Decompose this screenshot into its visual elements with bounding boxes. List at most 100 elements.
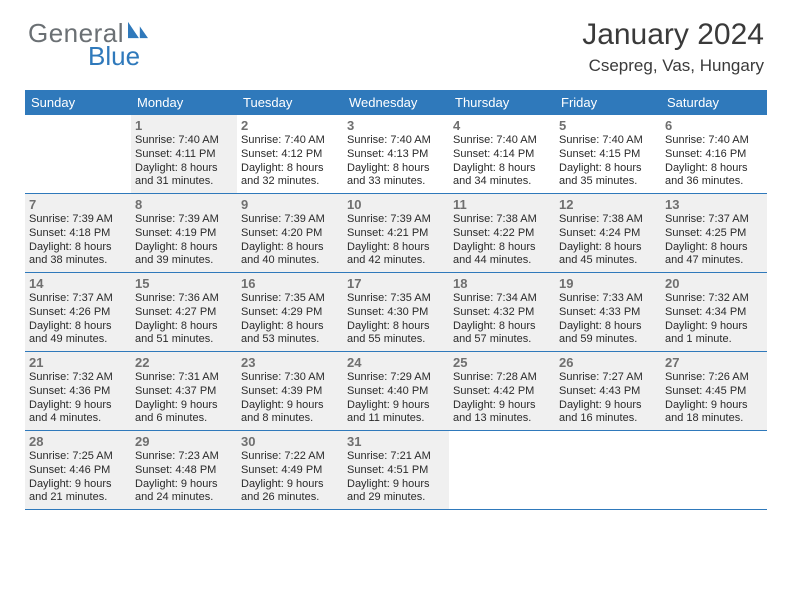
- daylight2-text: and 53 minutes.: [241, 333, 339, 347]
- daylight1-text: Daylight: 9 hours: [241, 478, 339, 492]
- sunset-text: Sunset: 4:43 PM: [559, 385, 657, 399]
- week-row: 14Sunrise: 7:37 AMSunset: 4:26 PMDayligh…: [25, 273, 767, 352]
- daylight1-text: Daylight: 9 hours: [135, 399, 233, 413]
- day-number: 8: [135, 197, 233, 212]
- calendar-cell: 12Sunrise: 7:38 AMSunset: 4:24 PMDayligh…: [555, 194, 661, 272]
- day-number: 25: [453, 355, 551, 370]
- calendar-cell: [25, 115, 131, 193]
- day-number: 24: [347, 355, 445, 370]
- daylight1-text: Daylight: 9 hours: [665, 399, 763, 413]
- sunrise-text: Sunrise: 7:28 AM: [453, 371, 551, 385]
- calendar-cell: 5Sunrise: 7:40 AMSunset: 4:15 PMDaylight…: [555, 115, 661, 193]
- sunrise-text: Sunrise: 7:37 AM: [29, 292, 127, 306]
- location-text: Csepreg, Vas, Hungary: [582, 56, 764, 76]
- sunrise-text: Sunrise: 7:40 AM: [347, 134, 445, 148]
- day-number: 15: [135, 276, 233, 291]
- day-header: Tuesday: [237, 90, 343, 115]
- title-block: January 2024 Csepreg, Vas, Hungary: [582, 18, 764, 76]
- daylight1-text: Daylight: 9 hours: [665, 320, 763, 334]
- daylight2-text: and 36 minutes.: [665, 175, 763, 189]
- daylight2-text: and 39 minutes.: [135, 254, 233, 268]
- calendar-cell: 18Sunrise: 7:34 AMSunset: 4:32 PMDayligh…: [449, 273, 555, 351]
- daylight1-text: Daylight: 8 hours: [665, 162, 763, 176]
- day-number: 22: [135, 355, 233, 370]
- day-number: 28: [29, 434, 127, 449]
- daylight1-text: Daylight: 8 hours: [29, 320, 127, 334]
- daylight2-text: and 18 minutes.: [665, 412, 763, 426]
- sunset-text: Sunset: 4:40 PM: [347, 385, 445, 399]
- calendar-cell: [449, 431, 555, 509]
- day-number: 10: [347, 197, 445, 212]
- sunset-text: Sunset: 4:13 PM: [347, 148, 445, 162]
- week-row: 21Sunrise: 7:32 AMSunset: 4:36 PMDayligh…: [25, 352, 767, 431]
- daylight2-text: and 34 minutes.: [453, 175, 551, 189]
- sunrise-text: Sunrise: 7:32 AM: [29, 371, 127, 385]
- calendar-cell: 14Sunrise: 7:37 AMSunset: 4:26 PMDayligh…: [25, 273, 131, 351]
- daylight2-text: and 21 minutes.: [29, 491, 127, 505]
- sunrise-text: Sunrise: 7:31 AM: [135, 371, 233, 385]
- sunrise-text: Sunrise: 7:38 AM: [453, 213, 551, 227]
- sunset-text: Sunset: 4:19 PM: [135, 227, 233, 241]
- daylight1-text: Daylight: 8 hours: [559, 320, 657, 334]
- sunset-text: Sunset: 4:21 PM: [347, 227, 445, 241]
- daylight2-text: and 11 minutes.: [347, 412, 445, 426]
- daylight1-text: Daylight: 8 hours: [29, 241, 127, 255]
- page-header: GeneralBlue January 2024 Csepreg, Vas, H…: [0, 0, 792, 84]
- sunset-text: Sunset: 4:33 PM: [559, 306, 657, 320]
- logo: GeneralBlue: [28, 18, 150, 72]
- sunrise-text: Sunrise: 7:39 AM: [347, 213, 445, 227]
- daylight1-text: Daylight: 8 hours: [453, 162, 551, 176]
- sunrise-text: Sunrise: 7:39 AM: [135, 213, 233, 227]
- calendar-cell: 13Sunrise: 7:37 AMSunset: 4:25 PMDayligh…: [661, 194, 767, 272]
- sunset-text: Sunset: 4:20 PM: [241, 227, 339, 241]
- sunset-text: Sunset: 4:16 PM: [665, 148, 763, 162]
- sunrise-text: Sunrise: 7:40 AM: [135, 134, 233, 148]
- day-number: 23: [241, 355, 339, 370]
- daylight1-text: Daylight: 9 hours: [347, 399, 445, 413]
- day-number: 20: [665, 276, 763, 291]
- calendar-cell: 20Sunrise: 7:32 AMSunset: 4:34 PMDayligh…: [661, 273, 767, 351]
- sunset-text: Sunset: 4:12 PM: [241, 148, 339, 162]
- sunrise-text: Sunrise: 7:30 AM: [241, 371, 339, 385]
- sunrise-text: Sunrise: 7:27 AM: [559, 371, 657, 385]
- daylight1-text: Daylight: 8 hours: [453, 320, 551, 334]
- daylight2-text: and 6 minutes.: [135, 412, 233, 426]
- day-number: 18: [453, 276, 551, 291]
- day-header: Wednesday: [343, 90, 449, 115]
- sunrise-text: Sunrise: 7:40 AM: [559, 134, 657, 148]
- sunset-text: Sunset: 4:27 PM: [135, 306, 233, 320]
- day-number: 30: [241, 434, 339, 449]
- day-header: Monday: [131, 90, 237, 115]
- calendar: SundayMondayTuesdayWednesdayThursdayFrid…: [25, 90, 767, 510]
- calendar-cell: 28Sunrise: 7:25 AMSunset: 4:46 PMDayligh…: [25, 431, 131, 509]
- calendar-cell: 22Sunrise: 7:31 AMSunset: 4:37 PMDayligh…: [131, 352, 237, 430]
- sunset-text: Sunset: 4:51 PM: [347, 464, 445, 478]
- daylight2-text: and 16 minutes.: [559, 412, 657, 426]
- day-number: 21: [29, 355, 127, 370]
- calendar-cell: 10Sunrise: 7:39 AMSunset: 4:21 PMDayligh…: [343, 194, 449, 272]
- calendar-cell: 11Sunrise: 7:38 AMSunset: 4:22 PMDayligh…: [449, 194, 555, 272]
- day-number: 13: [665, 197, 763, 212]
- daylight1-text: Daylight: 8 hours: [665, 241, 763, 255]
- day-number: 3: [347, 118, 445, 133]
- daylight2-text: and 38 minutes.: [29, 254, 127, 268]
- logo-text-blue: Blue: [88, 41, 150, 72]
- calendar-cell: 17Sunrise: 7:35 AMSunset: 4:30 PMDayligh…: [343, 273, 449, 351]
- daylight2-text: and 31 minutes.: [135, 175, 233, 189]
- day-header: Thursday: [449, 90, 555, 115]
- calendar-cell: 25Sunrise: 7:28 AMSunset: 4:42 PMDayligh…: [449, 352, 555, 430]
- sunrise-text: Sunrise: 7:22 AM: [241, 450, 339, 464]
- daylight2-text: and 57 minutes.: [453, 333, 551, 347]
- daylight2-text: and 49 minutes.: [29, 333, 127, 347]
- daylight1-text: Daylight: 8 hours: [135, 162, 233, 176]
- day-header: Friday: [555, 90, 661, 115]
- sunset-text: Sunset: 4:34 PM: [665, 306, 763, 320]
- sunrise-text: Sunrise: 7:21 AM: [347, 450, 445, 464]
- sunset-text: Sunset: 4:22 PM: [453, 227, 551, 241]
- daylight2-text: and 1 minute.: [665, 333, 763, 347]
- day-number: 19: [559, 276, 657, 291]
- daylight2-text: and 47 minutes.: [665, 254, 763, 268]
- sunrise-text: Sunrise: 7:39 AM: [29, 213, 127, 227]
- week-row: 7Sunrise: 7:39 AMSunset: 4:18 PMDaylight…: [25, 194, 767, 273]
- sunset-text: Sunset: 4:18 PM: [29, 227, 127, 241]
